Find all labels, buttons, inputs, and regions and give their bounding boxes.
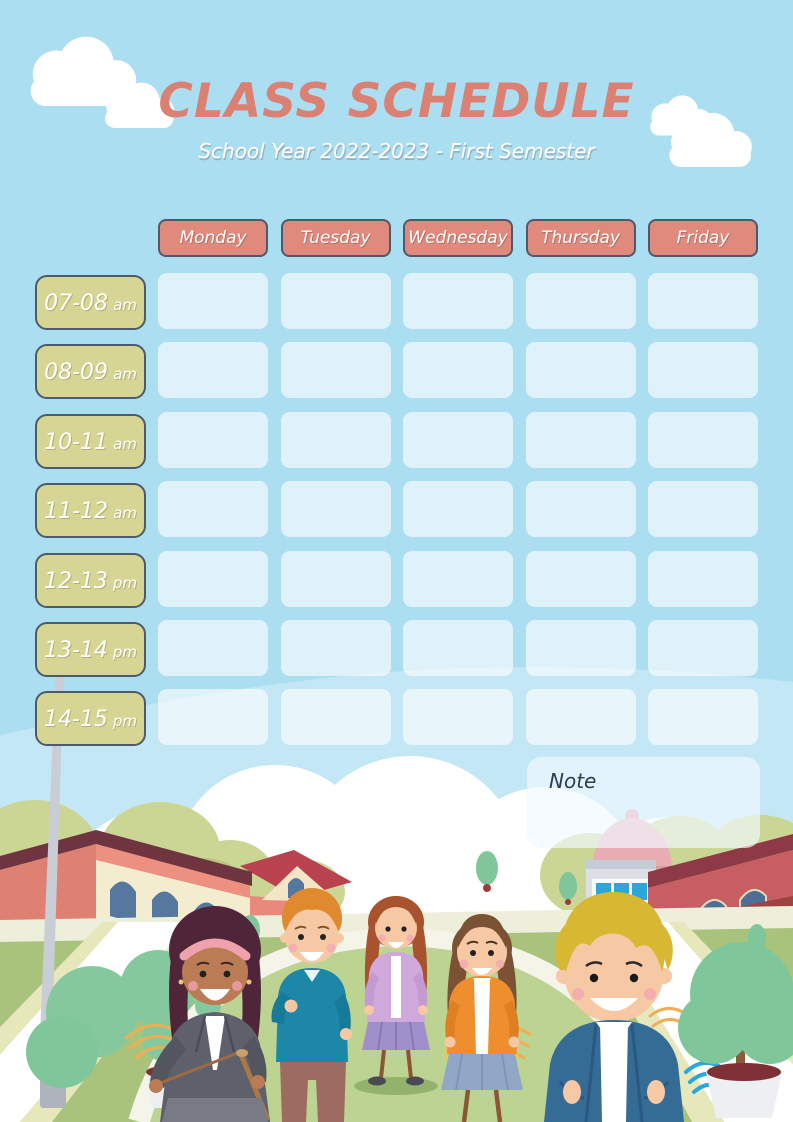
schedule-cell-tuesday-13-14[interactable] — [280, 620, 391, 676]
time-period: pm — [112, 643, 138, 661]
schedule-cell-tuesday-14-15[interactable] — [280, 689, 391, 746]
schedule-cell-tuesday-10-11[interactable] — [280, 411, 391, 468]
time-range: 07-08 — [44, 291, 109, 316]
time-slot-14-15: 14-15 pm — [35, 691, 146, 747]
schedule-cell-thursday-11-12[interactable] — [525, 481, 636, 538]
schedule-cell-thursday-14-15[interactable] — [525, 689, 636, 746]
time-slot-13-14: 13-14 pm — [35, 622, 146, 677]
day-header-thursday: Thursday — [525, 219, 636, 257]
time-range: 12-13 — [43, 568, 108, 594]
right-potted-tree — [678, 942, 793, 1118]
student-girl-3 — [441, 914, 523, 1122]
time-range: 11-12 — [44, 499, 109, 525]
time-slot-10-11: 10-11 am — [35, 413, 146, 469]
student-girl-1 — [149, 906, 271, 1122]
schedule-cell-monday-12-13[interactable] — [158, 550, 268, 607]
note-panel[interactable]: Note — [527, 757, 760, 848]
schedule-cell-friday-11-12[interactable] — [648, 481, 758, 538]
cloud-top-left-small-icon — [105, 82, 175, 128]
student-boy-1 — [271, 888, 352, 1122]
schedule-cell-tuesday-07-08[interactable] — [280, 273, 391, 329]
cloud-top-right-icon — [669, 112, 752, 167]
schedule-cell-thursday-08-09[interactable] — [525, 342, 636, 399]
schedule-cell-friday-10-11[interactable] — [648, 411, 758, 468]
page-subtitle: School Year 2022-2023 - First Semester — [198, 139, 595, 163]
schedule-cell-thursday-13-14[interactable] — [525, 620, 636, 676]
schedule-cell-friday-14-15[interactable] — [648, 689, 758, 746]
schedule-cell-wednesday-10-11[interactable] — [403, 411, 513, 468]
time-period: am — [113, 296, 137, 314]
schedule-cell-friday-07-08[interactable] — [648, 273, 758, 329]
schedule-cell-monday-07-08[interactable] — [158, 273, 268, 329]
schedule-cell-thursday-12-13[interactable] — [525, 550, 636, 607]
day-header-friday: Friday — [648, 219, 758, 257]
schedule-cell-thursday-10-11[interactable] — [525, 411, 636, 468]
page-title: CLASS SCHEDULE — [158, 74, 635, 129]
student-girl-2 — [362, 896, 430, 1086]
schedule-cell-tuesday-11-12[interactable] — [280, 481, 391, 538]
time-slot-08-09: 08-09 am — [35, 344, 146, 400]
schedule-cell-friday-13-14[interactable] — [648, 620, 758, 676]
note-label: Note — [549, 769, 597, 793]
shadow — [354, 1077, 438, 1095]
time-slot-12-13: 12-13 pm — [35, 552, 146, 608]
schedule-cell-monday-08-09[interactable] — [158, 342, 268, 399]
time-period: pm — [112, 712, 138, 731]
schedule-cell-monday-10-11[interactable] — [158, 411, 268, 468]
time-slot-07-08: 07-08 am — [35, 275, 146, 330]
schedule-cell-monday-13-14[interactable] — [158, 620, 268, 676]
schedule-cell-tuesday-08-09[interactable] — [280, 342, 391, 399]
day-header-tuesday: Tuesday — [280, 219, 391, 257]
campus-illustration — [0, 664, 793, 1122]
schedule-cell-friday-12-13[interactable] — [648, 550, 758, 607]
time-period: am — [113, 504, 137, 523]
schedule-cell-friday-08-09[interactable] — [648, 342, 758, 399]
time-range: 08-09 — [44, 360, 109, 386]
day-header-monday: Monday — [158, 219, 268, 257]
schedule-cell-wednesday-12-13[interactable] — [403, 550, 513, 607]
schedule-cell-monday-14-15[interactable] — [158, 689, 268, 746]
schedule-cell-tuesday-12-13[interactable] — [280, 550, 391, 607]
student-boy-2 — [544, 892, 684, 1122]
schedule-cell-wednesday-11-12[interactable] — [403, 481, 513, 538]
time-range: 14-15 — [43, 707, 108, 733]
schedule-cell-wednesday-07-08[interactable] — [403, 273, 513, 329]
time-range: 13-14 — [43, 638, 108, 663]
time-period: am — [113, 434, 137, 453]
time-range: 10-11 — [44, 429, 109, 455]
day-header-wednesday: Wednesday — [403, 219, 513, 257]
schedule-cell-monday-11-12[interactable] — [158, 481, 268, 538]
schedule-cell-thursday-07-08[interactable] — [525, 273, 636, 329]
time-period: pm — [112, 573, 138, 592]
time-slot-11-12: 11-12 am — [35, 483, 146, 539]
time-period: am — [113, 365, 137, 384]
schedule-cell-wednesday-13-14[interactable] — [403, 620, 513, 676]
schedule-cell-wednesday-08-09[interactable] — [403, 342, 513, 399]
schedule-cell-wednesday-14-15[interactable] — [403, 689, 513, 746]
